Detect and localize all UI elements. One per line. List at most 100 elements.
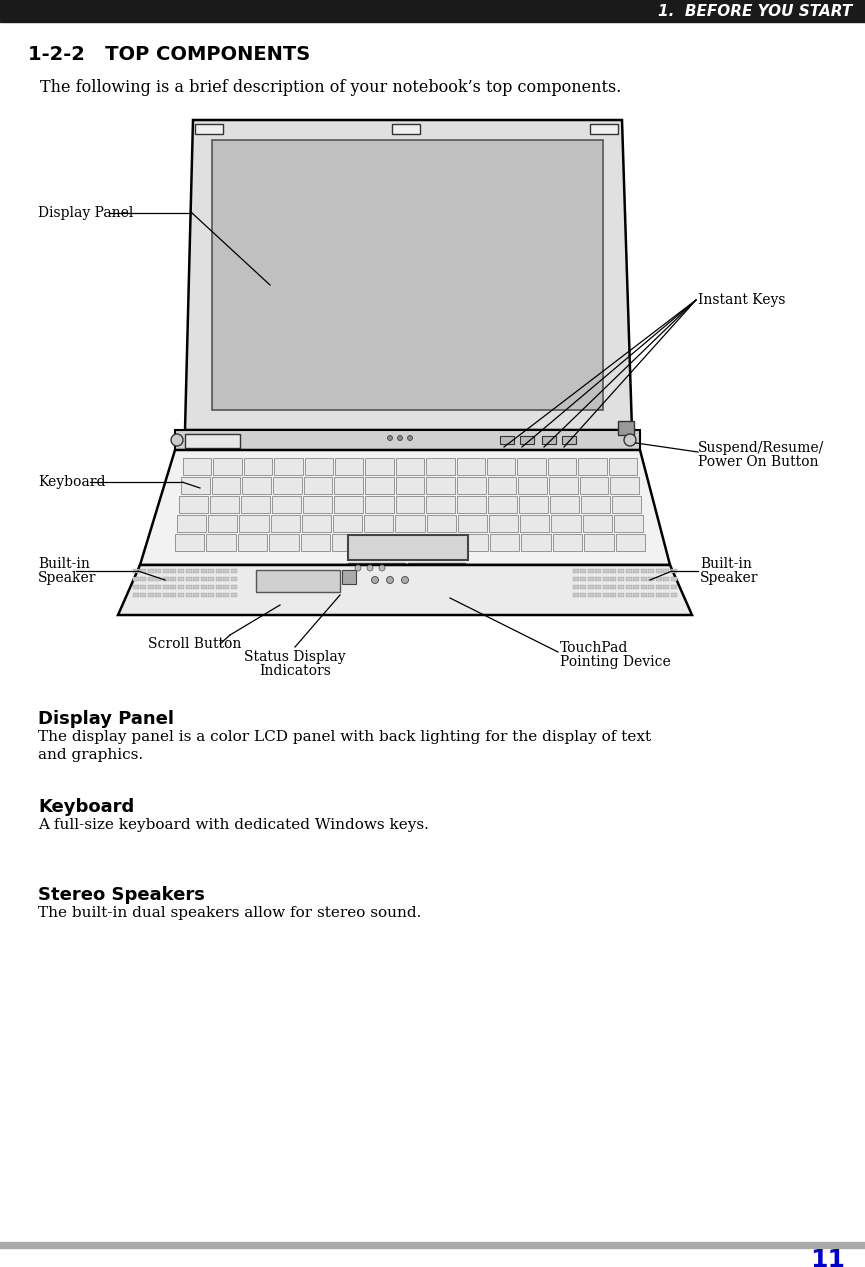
- Bar: [573, 576, 579, 582]
- Bar: [648, 585, 654, 589]
- Bar: [573, 585, 579, 589]
- Bar: [520, 514, 549, 531]
- Bar: [625, 593, 631, 597]
- Bar: [633, 593, 639, 597]
- Bar: [365, 457, 394, 475]
- Bar: [671, 576, 677, 582]
- Bar: [550, 495, 580, 512]
- Bar: [170, 576, 176, 582]
- Bar: [396, 457, 424, 475]
- Bar: [163, 585, 169, 589]
- Bar: [155, 585, 161, 589]
- Bar: [364, 514, 394, 531]
- Bar: [215, 576, 221, 582]
- Bar: [201, 593, 207, 597]
- Bar: [458, 533, 488, 550]
- Bar: [214, 457, 242, 475]
- Bar: [611, 593, 617, 597]
- Bar: [335, 457, 363, 475]
- Bar: [580, 569, 586, 573]
- Bar: [573, 593, 579, 597]
- Bar: [426, 457, 455, 475]
- Bar: [223, 569, 229, 573]
- Bar: [587, 585, 593, 589]
- Bar: [656, 593, 662, 597]
- Bar: [215, 585, 221, 589]
- Bar: [518, 476, 547, 494]
- Bar: [583, 514, 612, 531]
- Bar: [395, 495, 425, 512]
- Bar: [185, 569, 191, 573]
- Circle shape: [379, 565, 385, 571]
- Bar: [242, 476, 271, 494]
- Bar: [207, 533, 236, 550]
- Text: The built-in dual speakers allow for stereo sound.: The built-in dual speakers allow for ste…: [38, 906, 421, 920]
- Bar: [671, 569, 677, 573]
- Text: Status Display: Status Display: [244, 650, 346, 664]
- Bar: [648, 593, 654, 597]
- Text: Display Panel: Display Panel: [38, 207, 133, 220]
- Bar: [140, 593, 146, 597]
- Bar: [0, 0, 865, 22]
- Bar: [648, 569, 654, 573]
- Bar: [488, 476, 516, 494]
- Bar: [273, 476, 302, 494]
- Bar: [240, 495, 270, 512]
- Bar: [365, 476, 394, 494]
- Bar: [595, 576, 601, 582]
- Bar: [132, 569, 138, 573]
- Bar: [625, 576, 631, 582]
- Polygon shape: [118, 565, 692, 614]
- Bar: [132, 576, 138, 582]
- Text: A full-size keyboard with dedicated Windows keys.: A full-size keyboard with dedicated Wind…: [38, 818, 429, 832]
- Bar: [215, 593, 221, 597]
- Polygon shape: [212, 139, 603, 411]
- Bar: [335, 476, 363, 494]
- Bar: [170, 593, 176, 597]
- Bar: [193, 576, 199, 582]
- Bar: [183, 457, 211, 475]
- Bar: [274, 457, 303, 475]
- Bar: [663, 576, 670, 582]
- Bar: [548, 457, 576, 475]
- Bar: [580, 576, 586, 582]
- Bar: [177, 514, 206, 531]
- Bar: [633, 576, 639, 582]
- Polygon shape: [185, 120, 632, 430]
- Bar: [573, 569, 579, 573]
- Bar: [193, 569, 199, 573]
- Bar: [333, 514, 362, 531]
- Bar: [193, 593, 199, 597]
- Bar: [364, 533, 394, 550]
- Bar: [595, 569, 601, 573]
- Bar: [489, 514, 518, 531]
- Text: Built-in: Built-in: [700, 557, 752, 571]
- Bar: [595, 593, 601, 597]
- Bar: [490, 533, 519, 550]
- Bar: [426, 514, 456, 531]
- Bar: [185, 593, 191, 597]
- Bar: [584, 533, 613, 550]
- Text: Speaker: Speaker: [38, 571, 97, 585]
- Text: Built-in: Built-in: [38, 557, 90, 571]
- Text: TouchPad: TouchPad: [560, 641, 628, 655]
- Bar: [155, 593, 161, 597]
- Bar: [163, 593, 169, 597]
- Text: 11: 11: [810, 1248, 845, 1267]
- Bar: [342, 570, 356, 584]
- Bar: [663, 593, 670, 597]
- Bar: [458, 514, 487, 531]
- Bar: [426, 495, 455, 512]
- Bar: [671, 593, 677, 597]
- Circle shape: [387, 576, 394, 584]
- Bar: [603, 569, 609, 573]
- Polygon shape: [140, 450, 670, 565]
- Bar: [392, 124, 420, 134]
- Bar: [612, 495, 641, 512]
- Bar: [403, 569, 411, 576]
- Bar: [656, 569, 662, 573]
- Bar: [175, 533, 204, 550]
- Bar: [148, 585, 154, 589]
- Bar: [240, 514, 269, 531]
- Bar: [641, 593, 647, 597]
